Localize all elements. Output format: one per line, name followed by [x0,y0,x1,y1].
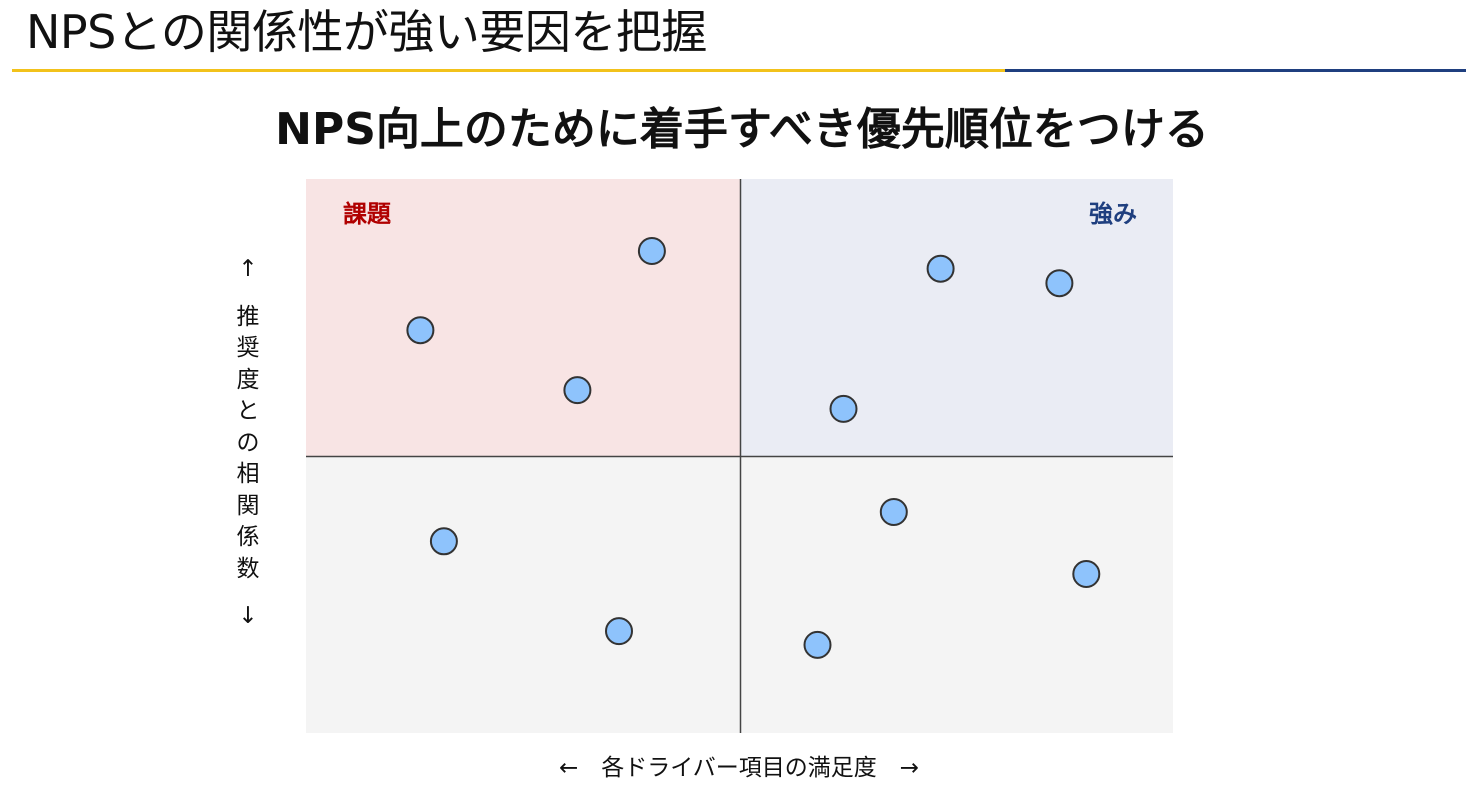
quadrant-bottom-left [306,456,741,733]
y-axis-label-char: 度 [236,366,260,393]
quadrant-label-issue: 課題 [343,200,392,228]
quadrant-issue [306,179,741,457]
y-axis-label-char: 関 [236,492,260,519]
y-axis-label-char: 係 [236,524,260,550]
scatter-point-4 [926,254,955,283]
scatter-point-3 [637,237,666,265]
y-axis-label-char: ↑ [238,256,258,282]
y-axis-label-char: 相 [236,461,260,487]
scatter-point-5 [1045,269,1074,298]
scatter-point-10 [1072,560,1101,588]
scatter-point-9 [879,498,908,526]
x-axis-label: ← 各ドライバー項目の満足度 → [558,755,920,781]
title-underline-navy [1005,69,1466,72]
y-axis-label-char: 推 [236,303,260,330]
chart-subtitle: NPS向上のために着手すべき優先順位をつける [275,104,1209,155]
y-axis-label-char: ↓ [238,603,258,629]
quadrant-bottom-right [740,456,1173,733]
y-axis-label-char: の [236,429,260,456]
scatter-point-8 [605,617,633,646]
y-axis-label: ↑ 推奨度との相関係数 ↓ [228,254,268,633]
y-axis-label-char: 奨 [236,335,260,361]
scatter-point-1 [406,316,435,345]
page-title: NPSとの関係性が強い要因を把握 [26,5,707,59]
title-underline-yellow [12,69,1005,72]
scatter-point-7 [429,527,458,556]
scatter-point-2 [563,376,592,405]
quadrant-label-strength: 強み [1089,200,1137,228]
y-axis-label-char: 数 [236,555,260,582]
scatter-point-6 [829,394,858,423]
y-axis-label-char: と [236,398,260,424]
scatter-points [406,237,1101,659]
quadrant-strength [740,179,1173,457]
scatter-point-11 [803,630,832,659]
